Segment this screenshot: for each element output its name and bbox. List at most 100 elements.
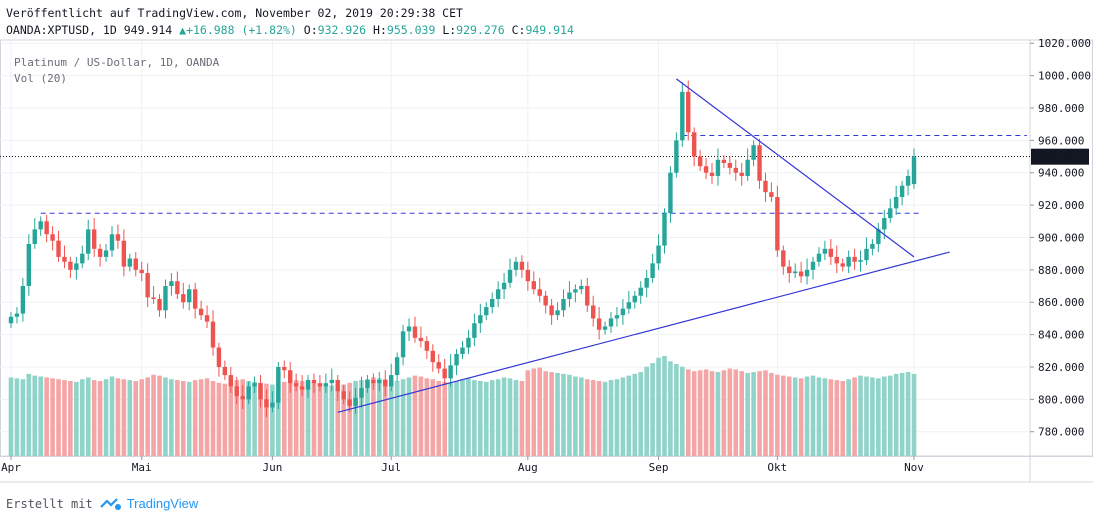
volume-bar — [359, 380, 364, 456]
volume-bar — [276, 382, 281, 456]
volume-bar — [816, 377, 822, 456]
volume-bar — [751, 372, 756, 456]
volume-bar — [478, 381, 483, 456]
volume-bar — [709, 371, 715, 456]
candle-body — [299, 386, 305, 390]
price-chart[interactable]: 1020.000 1000.000 980.000 960.000 940.000 920… — [0, 0, 1100, 490]
volume-bar — [258, 382, 263, 456]
volume-bar — [388, 380, 394, 456]
volume-bar — [549, 372, 554, 456]
volume-bar — [270, 384, 275, 456]
candle-body — [763, 180, 768, 193]
volume-bar — [216, 382, 222, 456]
volume-bar — [97, 381, 103, 456]
candle-body — [828, 248, 834, 257]
volume-bar — [62, 380, 67, 456]
volume-bar — [341, 384, 346, 456]
candle-body — [91, 229, 97, 249]
volume-bar — [103, 379, 109, 456]
candle-body — [472, 323, 477, 338]
candle-body — [626, 302, 632, 309]
candle-body — [252, 383, 257, 387]
x-tick-label: Jun — [262, 461, 282, 474]
volume-bar — [650, 363, 655, 456]
candle-body — [525, 269, 531, 282]
candle-body — [14, 313, 20, 317]
volume-bar — [305, 381, 311, 456]
volume-bar — [531, 368, 537, 456]
volume-bar — [133, 381, 139, 456]
candle-body — [103, 250, 109, 257]
volume-bar — [614, 379, 620, 456]
candle-body — [769, 192, 774, 198]
candle-body — [733, 167, 738, 173]
volume-bar — [26, 373, 32, 456]
volume-bar — [56, 379, 61, 456]
candle-body — [757, 145, 762, 181]
up-arrow-icon: ▲ — [179, 23, 187, 37]
candle-body — [50, 234, 55, 241]
candle-body — [394, 357, 400, 376]
volume-bar — [555, 372, 560, 456]
tradingview-brand[interactable]: TradingView — [126, 496, 199, 511]
volume-bar — [377, 378, 382, 456]
volume-bar — [228, 381, 234, 456]
volume-bar — [691, 371, 697, 456]
volume-bar — [436, 381, 442, 456]
price-axis[interactable]: 1020.000 1000.000 980.000 960.000 940.000 920… — [1030, 37, 1091, 439]
volume-bar — [852, 377, 857, 456]
volume-bar — [804, 376, 810, 456]
candle-body — [97, 248, 103, 257]
candle-body — [549, 305, 554, 316]
candle-body — [590, 305, 596, 319]
y-tick-label: 860.000 — [1038, 296, 1084, 309]
volume-bar — [192, 380, 198, 456]
symbol-label: OANDA:XPTUSD, 1D — [6, 23, 117, 37]
candle-body — [115, 234, 121, 241]
candle-body — [246, 386, 251, 400]
volume-bar — [127, 380, 133, 456]
candle-body — [460, 347, 465, 355]
candle-body — [454, 354, 459, 366]
x-tick-label: Sep — [649, 461, 669, 474]
y-tick-label: 840.000 — [1038, 329, 1084, 342]
volume-bar — [567, 374, 572, 456]
volume-bar — [180, 381, 186, 456]
candle-body — [157, 298, 162, 311]
candle-body — [8, 316, 14, 324]
volume-bar — [281, 381, 287, 456]
trendlines[interactable] — [337, 78, 950, 413]
candle-body — [305, 379, 311, 390]
candle-body — [335, 379, 340, 392]
candle-body — [258, 383, 263, 400]
ohlc-line: OANDA:XPTUSD, 1D 949.914 ▲+16.988 (+1.82… — [6, 23, 574, 37]
volume-bar — [460, 379, 465, 456]
volume-bar — [169, 379, 174, 456]
volume-bar — [20, 379, 26, 456]
volume-bar — [543, 371, 548, 456]
candle-body — [406, 326, 412, 332]
volume-bar — [656, 357, 661, 456]
candle-body — [288, 370, 293, 384]
candle-body — [264, 399, 269, 408]
candle-body — [721, 159, 727, 164]
candle-body — [697, 156, 703, 167]
y-tick-label: 920.000 — [1038, 199, 1084, 212]
candle-body — [377, 379, 382, 384]
volume-bar — [727, 368, 733, 456]
volume-bar — [828, 379, 834, 456]
candle-body — [74, 263, 79, 270]
candlesticks[interactable] — [8, 80, 917, 418]
candle-body — [846, 256, 851, 267]
candle-body — [691, 132, 697, 157]
volume-bar — [382, 379, 388, 456]
candle-body — [739, 172, 744, 176]
candle-body — [424, 341, 430, 351]
candle-body — [389, 375, 394, 387]
volume-bar — [893, 373, 899, 456]
time-axis[interactable]: Apr Mai Jun Jul Aug Sep Okt Nov — [1, 456, 924, 474]
volume-bar — [329, 385, 335, 456]
candle-body — [371, 379, 376, 384]
volume-bar — [757, 371, 762, 456]
candle-body — [787, 266, 792, 274]
